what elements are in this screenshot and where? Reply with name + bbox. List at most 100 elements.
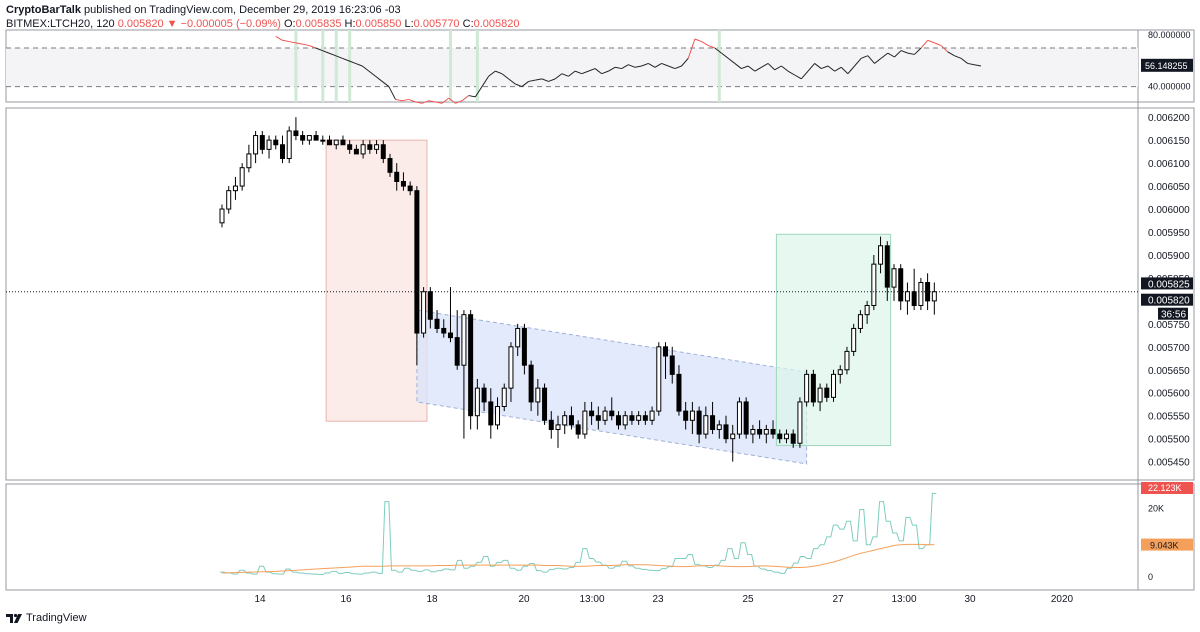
candle [663, 342, 669, 379]
candle [528, 360, 534, 412]
high-label: H: [344, 18, 356, 30]
rsi-line-segment [894, 50, 902, 58]
rsi-line-segment [348, 60, 356, 64]
rsi-line-segment [794, 74, 802, 80]
rsi-line-segment [847, 65, 855, 75]
candle-body [736, 401, 742, 435]
candle [535, 378, 541, 416]
rsi-line-segment [834, 66, 842, 72]
rsi-line-segment [727, 57, 736, 64]
open-value: 0.005835 [295, 18, 342, 30]
candle [333, 139, 339, 150]
countdown-badge [1158, 307, 1188, 320]
candle [232, 176, 238, 200]
tradingview-footer[interactable]: TradingView [6, 612, 87, 624]
published-text: published on TradingView.com, December 2… [84, 4, 401, 16]
rsi-line-segment [342, 57, 350, 62]
price-tick-label: 0.005900 [1148, 251, 1190, 262]
candle [777, 429, 783, 444]
candle [710, 401, 716, 435]
candle-body [427, 291, 433, 320]
rsi-line-segment [767, 63, 776, 71]
rsi-tick-label: 40.000000 [1148, 82, 1191, 92]
volume-tick-label: 0 [1148, 572, 1153, 582]
candle-body [333, 139, 339, 146]
candle [306, 135, 312, 145]
price-tick-label: 0.006000 [1148, 205, 1190, 216]
rsi-line-segment [887, 52, 895, 58]
author-name[interactable]: CryptoBarTalk [6, 4, 81, 16]
candle [723, 415, 729, 444]
candle [851, 323, 857, 356]
candle [636, 411, 642, 425]
candle [454, 310, 460, 370]
candle [474, 378, 480, 430]
candle [400, 172, 406, 191]
rsi-line-segment [708, 44, 716, 49]
candle [501, 383, 507, 412]
time-tick-label: 25 [742, 594, 754, 605]
candle [837, 365, 843, 384]
time-axis[interactable]: 14 16 18 20 13:00 23 25 27 13:00 30 2020 [254, 594, 1073, 605]
candle [568, 406, 574, 430]
rsi-line-segment [681, 57, 689, 67]
rsi-band-fill [6, 48, 1138, 87]
candle [347, 140, 353, 154]
time-tick-label: 14 [254, 594, 266, 605]
rsi-line-segment [954, 55, 962, 59]
candle-body [723, 424, 729, 440]
candle-body [360, 144, 366, 155]
rsi-value-label: 56.148255 [1145, 61, 1188, 71]
publish-line: CryptoBarTalk published on TradingView.c… [6, 4, 401, 16]
candle [891, 264, 897, 301]
current-price-badge-label: 0.005820 [1148, 296, 1190, 307]
candle-body [542, 387, 548, 421]
candle-body [790, 433, 796, 444]
rsi-line-segment [501, 73, 509, 80]
candle-body [851, 327, 857, 352]
candle [750, 424, 756, 444]
candle [642, 411, 648, 425]
last-price-badge [1141, 277, 1193, 290]
price-tick-label: 0.005450 [1148, 458, 1190, 469]
rsi-line-segment [322, 50, 330, 54]
rsi-line-segment [754, 66, 762, 72]
candle-body [353, 148, 359, 155]
rsi-line-segment [601, 70, 609, 75]
rsi-line-segment [468, 95, 476, 98]
rsi-line-segment [315, 47, 323, 52]
close-label: C: [462, 18, 474, 30]
candle [495, 397, 501, 430]
rsi-line-segment [461, 95, 469, 102]
candle [743, 397, 749, 439]
candle-body [508, 346, 514, 389]
candle-body [279, 144, 285, 160]
candle [716, 420, 722, 439]
candle-body [642, 415, 648, 421]
candle [441, 319, 447, 338]
candle-body [575, 424, 581, 435]
price-tick-label: 0.005950 [1148, 228, 1190, 239]
candle-body [535, 387, 541, 403]
candle-body [884, 245, 890, 288]
candle [380, 140, 386, 164]
candle [434, 310, 440, 334]
candle [931, 282, 937, 315]
current-price-badge [1141, 293, 1193, 306]
candle-body [636, 415, 642, 421]
rsi-line-segment [654, 62, 662, 68]
candle-body [683, 410, 689, 421]
rsi-line-segment [687, 38, 696, 59]
candle-body [743, 401, 749, 435]
rsi-line-segment [474, 86, 483, 98]
candle [521, 323, 527, 375]
price-tick-label: 0.006200 [1148, 113, 1190, 124]
candle [656, 342, 662, 416]
candle-body [327, 139, 333, 146]
rsi-line-segment [827, 65, 835, 72]
candle-body [730, 433, 736, 440]
candle [266, 135, 272, 159]
candle [515, 323, 521, 356]
candle [878, 236, 884, 274]
